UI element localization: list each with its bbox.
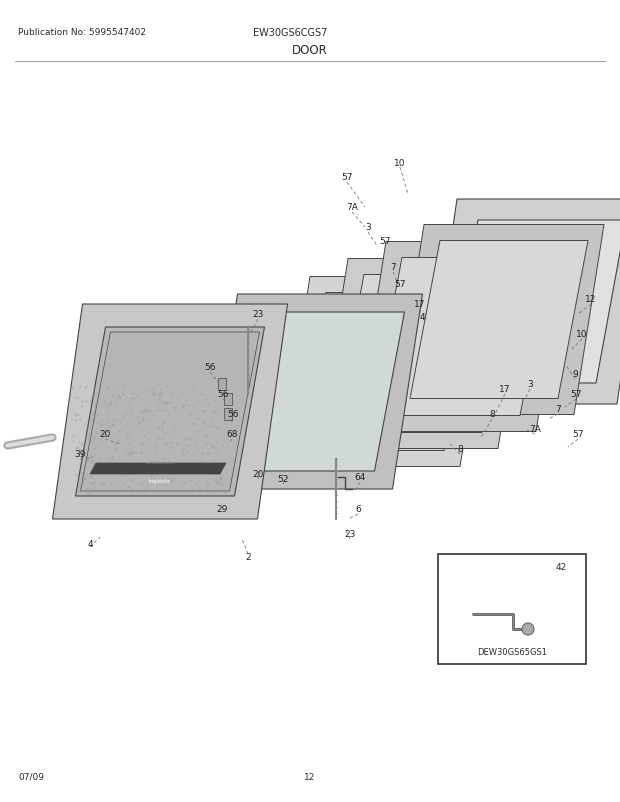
Text: DOOR: DOOR [292, 44, 328, 57]
Polygon shape [448, 221, 620, 383]
Polygon shape [296, 294, 474, 451]
Polygon shape [334, 275, 512, 433]
Bar [224, 394, 232, 406]
Text: 07/09: 07/09 [18, 772, 44, 781]
Text: 57: 57 [394, 280, 405, 290]
Text: 17: 17 [414, 300, 426, 309]
Bar [218, 379, 226, 391]
Text: 12: 12 [304, 772, 316, 781]
Text: 56: 56 [228, 410, 239, 419]
Bar [224, 408, 232, 420]
Text: 57: 57 [572, 430, 584, 439]
Text: 56: 56 [217, 390, 229, 399]
Text: 9: 9 [572, 370, 578, 379]
Text: 29: 29 [216, 505, 228, 514]
Text: 23: 23 [344, 530, 356, 539]
Text: 7: 7 [390, 263, 396, 272]
Text: frigidaire: frigidaire [149, 479, 171, 484]
Text: Publication No: 5995547402: Publication No: 5995547402 [18, 28, 146, 37]
Text: 23: 23 [252, 310, 264, 319]
Polygon shape [226, 313, 404, 472]
Text: 17: 17 [499, 385, 511, 394]
Text: 4: 4 [419, 313, 425, 322]
Polygon shape [318, 259, 528, 449]
Text: DEW30GS65GS1: DEW30GS65GS1 [477, 647, 547, 656]
Bar [438, 554, 586, 664]
Text: 3: 3 [527, 380, 533, 389]
Polygon shape [372, 258, 550, 416]
Polygon shape [76, 327, 265, 496]
Text: 12: 12 [585, 295, 596, 304]
Text: EW30GS6CGS7: EW30GS6CGS7 [253, 28, 327, 38]
Text: ReplacementParts.com: ReplacementParts.com [253, 424, 367, 435]
Text: 3: 3 [365, 223, 371, 233]
Text: 7A: 7A [346, 203, 358, 213]
Text: 10: 10 [394, 158, 405, 168]
Text: 7: 7 [555, 405, 561, 414]
Polygon shape [208, 294, 422, 489]
Text: 56: 56 [204, 363, 216, 372]
Text: 8: 8 [457, 445, 463, 454]
Polygon shape [280, 277, 490, 467]
Text: 68: 68 [226, 430, 237, 439]
Text: 20: 20 [252, 470, 264, 479]
Polygon shape [427, 200, 620, 404]
Polygon shape [394, 225, 604, 415]
Text: 8: 8 [489, 410, 495, 419]
Text: 42: 42 [556, 562, 567, 571]
Circle shape [522, 623, 534, 635]
Text: 20: 20 [99, 430, 111, 439]
Text: ___________: ___________ [145, 459, 175, 464]
Polygon shape [90, 464, 226, 475]
Text: 57: 57 [341, 173, 353, 182]
Text: 64: 64 [354, 473, 366, 482]
Text: 2: 2 [245, 553, 251, 561]
Text: 10: 10 [576, 330, 588, 339]
Text: 57: 57 [379, 237, 391, 246]
Text: 7A: 7A [529, 425, 541, 434]
Text: 57: 57 [570, 390, 582, 399]
Polygon shape [410, 241, 588, 399]
Polygon shape [356, 242, 566, 432]
Text: 39: 39 [74, 450, 86, 459]
Text: 52: 52 [277, 475, 289, 484]
Text: 6: 6 [355, 505, 361, 514]
Polygon shape [53, 305, 288, 520]
Polygon shape [81, 333, 260, 492]
Text: 4: 4 [87, 540, 93, 549]
